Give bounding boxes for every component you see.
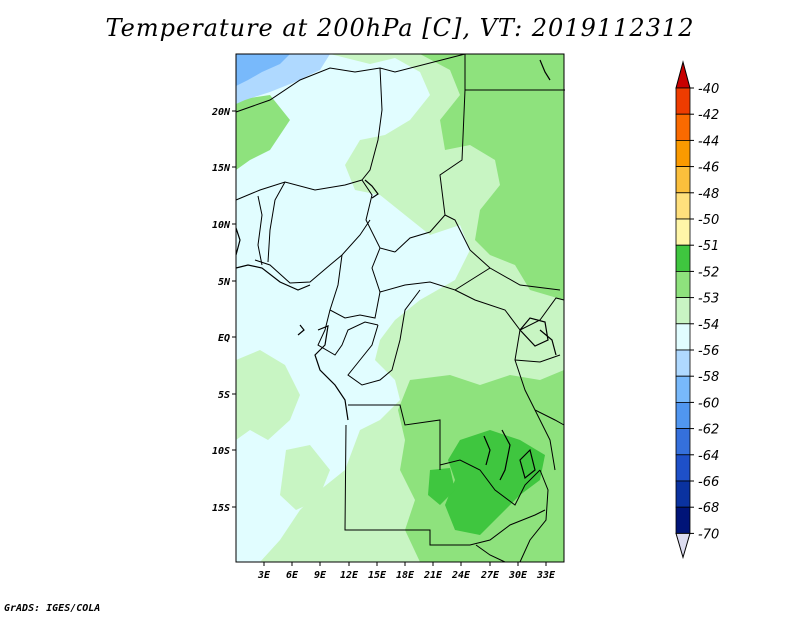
legend-swatch [675, 480, 691, 508]
lon-label-21e: 21E [423, 570, 443, 581]
lat-label-15s: 15S [212, 503, 230, 514]
legend-label: -48 [698, 187, 719, 202]
legend-swatch [675, 323, 691, 351]
legend-swatch [675, 139, 691, 167]
legend-label: -54 [698, 318, 719, 333]
legend-swatch [675, 428, 691, 456]
lat-label-15n: 15N [212, 163, 231, 174]
legend-arrow-bottom [675, 532, 691, 560]
legend-label: -64 [698, 449, 719, 464]
lat-label-eq: EQ [218, 333, 230, 344]
legend-swatch [675, 244, 691, 272]
field-region-52a [420, 54, 564, 300]
lon-label-24e: 24E [451, 570, 471, 581]
legend-swatch [675, 113, 691, 141]
lon-label-3e: 3E [257, 570, 271, 581]
color-legend: -40 -42 -44 -46 -48 -50 -51 -52 -53 -54 -56 -58 -60 -… [675, 60, 719, 560]
legend-swatch [675, 297, 691, 325]
lat-ticks [232, 110, 236, 508]
legend-label: -62 [698, 423, 719, 438]
legend-label: -51 [698, 239, 719, 254]
legend-swatch [675, 506, 691, 534]
lon-label-9e: 9E [314, 570, 327, 581]
legend-label: -70 [698, 527, 719, 542]
legend-label: -44 [698, 134, 719, 149]
legend-swatch [675, 401, 691, 429]
legend-label: -60 [698, 396, 719, 411]
legend-label: -58 [698, 370, 719, 385]
field-region-52c [236, 95, 290, 170]
legend-label: -53 [698, 292, 719, 307]
lon-label-33e: 33E [536, 570, 556, 581]
lon-label-18e: 18E [396, 570, 415, 581]
legend-swatch [675, 218, 691, 246]
field-region-51b [428, 468, 455, 505]
legend-swatch [675, 192, 691, 220]
coastlines [235, 59, 557, 481]
lon-label-12e: 12E [340, 570, 359, 581]
lat-label-5s: 5S [218, 390, 230, 401]
map-frame [235, 53, 565, 563]
legend-arrow-top [675, 60, 691, 89]
lat-label-10n: 10N [212, 220, 231, 231]
legend-label: -56 [698, 344, 719, 359]
field-region-53a [236, 350, 300, 440]
field-region-53b [280, 445, 330, 510]
country-borders [235, 53, 565, 563]
legend-label: -50 [698, 213, 719, 228]
field-region-58 [236, 54, 290, 86]
lon-ticks [263, 562, 547, 566]
lat-label-20n: 20N [211, 107, 231, 118]
lat-label-10s: 10S [212, 446, 230, 457]
legend-label: -66 [698, 475, 719, 490]
lon-label-15e: 15E [368, 570, 387, 581]
lon-label-6e: 6E [286, 570, 299, 581]
legend-label: -68 [698, 501, 719, 516]
legend-swatch [675, 454, 691, 482]
map-panel: 20N 15N 10N 5N EQ 5S 10S 15S 3E 6E 9E 12… [211, 53, 565, 581]
legend-swatch [675, 349, 691, 377]
legend-swatch [675, 270, 691, 298]
grads-credit: GrADS: IGES/COLA [4, 603, 101, 614]
legend-swatch [675, 375, 691, 403]
legend-label: -52 [698, 265, 719, 280]
legend-swatch [675, 87, 691, 115]
lon-label-27e: 27E [480, 570, 500, 581]
lat-label-5n: 5N [218, 277, 231, 288]
legend-label: -42 [698, 108, 719, 123]
map-title: Temperature at 200hPa [C], VT: 201911231… [105, 14, 695, 42]
legend-swatch [675, 166, 691, 194]
field-region-51a [445, 430, 545, 535]
lon-label-30e: 30E [508, 570, 528, 581]
field-region-54 [236, 54, 470, 562]
legend-label: -40 [698, 82, 719, 97]
legend-label: -46 [698, 161, 719, 176]
